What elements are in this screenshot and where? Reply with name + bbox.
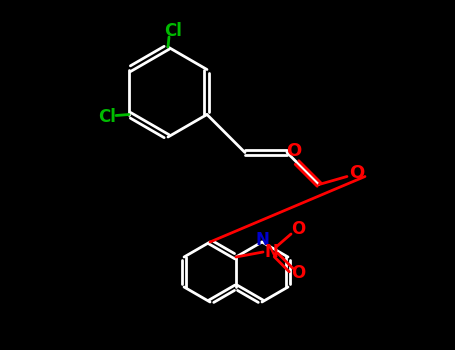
Text: N: N (264, 243, 278, 261)
Text: O: O (349, 164, 364, 182)
Text: O: O (291, 220, 305, 238)
Text: O: O (291, 264, 305, 282)
Text: Cl: Cl (98, 107, 116, 126)
Text: N: N (255, 231, 269, 249)
Text: Cl: Cl (164, 22, 182, 40)
Text: O: O (286, 141, 302, 160)
